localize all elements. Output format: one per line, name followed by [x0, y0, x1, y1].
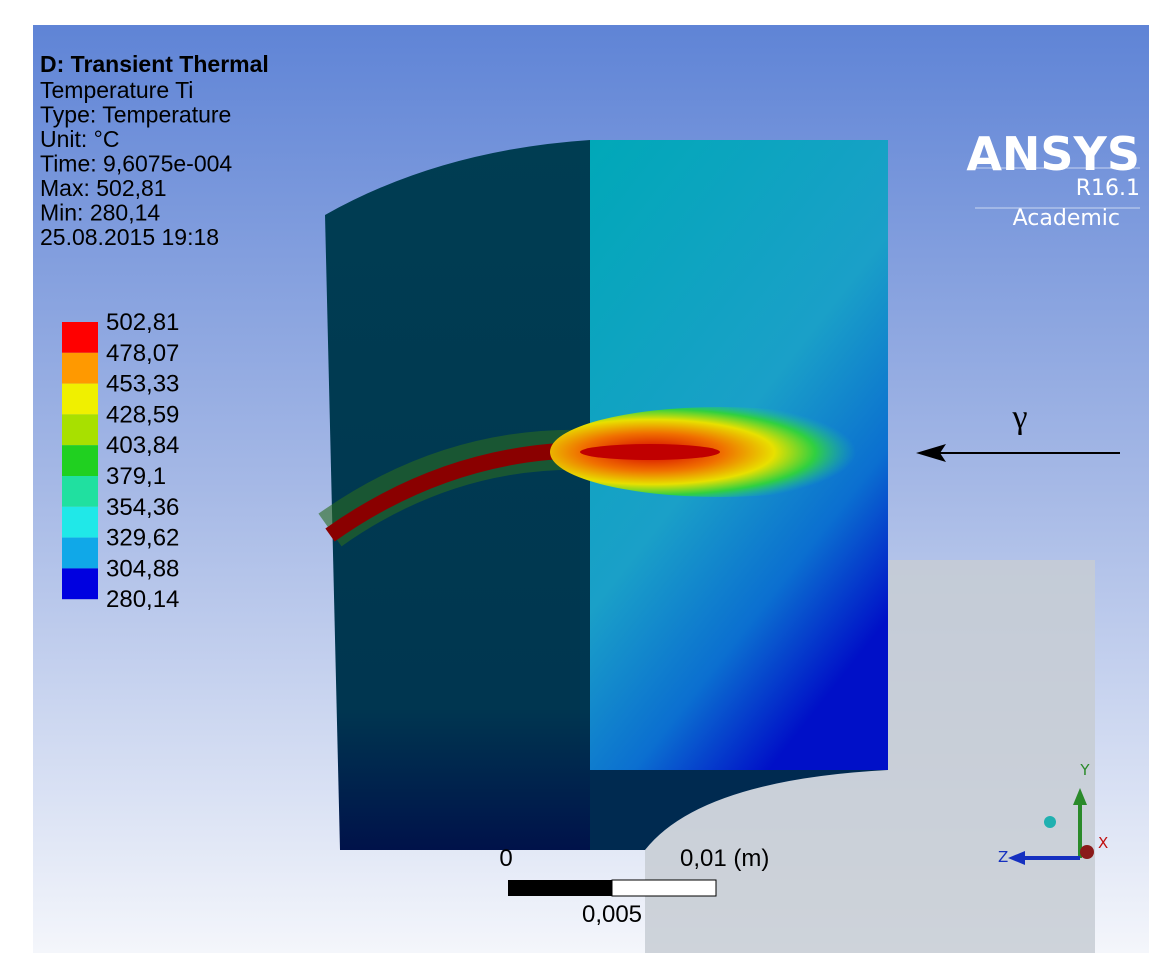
legend-swatch	[62, 538, 98, 569]
gamma-label: γ	[1011, 399, 1027, 436]
logo-brand: ANSYS	[966, 127, 1140, 181]
legend-swatch	[62, 414, 98, 445]
viewport: D: Transient Thermal Temperature TiType:…	[0, 0, 1149, 953]
legend-label: 329,62	[106, 525, 179, 552]
scale-end: 0,01 (m)	[680, 845, 769, 872]
legend-swatch	[62, 568, 98, 599]
logo-version: R16.1	[1076, 176, 1140, 201]
hot-core	[580, 444, 720, 460]
legend-label: 428,59	[106, 401, 179, 428]
scale-mid: 0,005	[582, 901, 642, 928]
header-line: Time: 9,6075e-004	[40, 151, 232, 177]
header-line: Temperature Ti	[40, 77, 193, 103]
triad-x-label: X	[1098, 834, 1108, 852]
triad-y-label: Y	[1079, 761, 1090, 779]
triad-dot	[1044, 816, 1056, 828]
legend-label: 379,1	[106, 463, 166, 490]
scale-black	[508, 880, 612, 896]
scale-start: 0	[499, 845, 512, 872]
legend-label: 453,33	[106, 371, 179, 398]
title: D: Transient Thermal	[40, 51, 269, 77]
logo-edition: Academic	[1013, 206, 1120, 231]
legend-label: 304,88	[106, 555, 179, 582]
header-line: Type: Temperature	[40, 102, 231, 128]
legend-label: 280,14	[106, 586, 179, 613]
legend-label: 354,36	[106, 494, 179, 521]
legend-label: 478,07	[106, 340, 179, 367]
header-line: Min: 280,14	[40, 200, 160, 226]
legend-swatch	[62, 507, 98, 538]
legend-swatch	[62, 353, 98, 384]
legend-label: 502,81	[106, 309, 179, 336]
legend-label: 403,84	[106, 432, 179, 459]
legend-swatch	[62, 445, 98, 476]
header-line: Unit: °C	[40, 126, 120, 152]
scale-white	[612, 880, 716, 896]
legend-swatch	[62, 322, 98, 353]
header-line: Max: 502,81	[40, 175, 167, 201]
legend-swatch	[62, 476, 98, 507]
triad-z-label: Z	[998, 848, 1008, 866]
legend-swatch	[62, 384, 98, 415]
triad-x	[1080, 845, 1094, 859]
header-line: 25.08.2015 19:18	[40, 224, 219, 250]
